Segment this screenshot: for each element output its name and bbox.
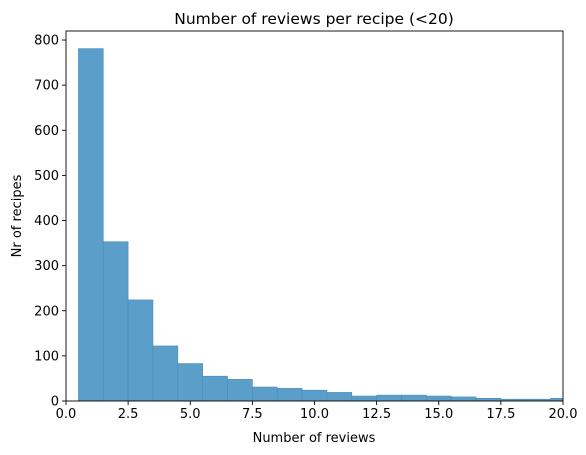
histogram-bar-20 <box>550 397 563 401</box>
histogram-bar-4 <box>152 345 179 401</box>
histogram-bar-10 <box>301 389 328 401</box>
x-tick-label: 17.5 <box>486 407 515 422</box>
y-tick-label: 600 <box>34 124 59 139</box>
histogram-bar-3 <box>127 299 154 401</box>
y-tick-label: 500 <box>34 169 59 184</box>
histogram-bar-16 <box>450 396 477 401</box>
histogram-bar-14 <box>401 394 427 401</box>
y-axis: 0 100 200 300 400 500 600 700 800 <box>34 34 66 410</box>
x-tick-label: 12.5 <box>362 407 391 422</box>
y-axis-label: Nr of recipes <box>10 174 25 257</box>
y-tick-label: 100 <box>34 349 59 364</box>
histogram-bar-12 <box>351 395 377 401</box>
x-tick-label: 20.0 <box>549 407 578 422</box>
histogram-bars <box>78 48 563 401</box>
histogram-bar-2 <box>102 241 129 401</box>
y-tick-label: 200 <box>34 304 59 319</box>
x-tick-label: 7.5 <box>242 407 263 422</box>
histogram-bar-6 <box>202 375 228 401</box>
x-axis: 0.0 2.5 5.0 7.5 10.0 12.5 15.0 17.5 20.0 <box>56 401 578 422</box>
y-tick-label: 300 <box>34 259 59 274</box>
histogram-bar-9 <box>276 388 303 401</box>
y-tick-label: 700 <box>34 79 59 94</box>
x-tick-label: 10.0 <box>300 407 329 422</box>
histogram-bar-13 <box>376 394 402 401</box>
x-tick-label: 2.5 <box>118 407 139 422</box>
histogram-bar-11 <box>326 392 353 401</box>
chart-title: Number of reviews per recipe (<20) <box>174 10 454 28</box>
histogram-bar-8 <box>252 386 278 401</box>
x-tick-label: 5.0 <box>180 407 201 422</box>
x-axis-label: Number of reviews <box>253 431 376 446</box>
x-tick-label: 15.0 <box>424 407 453 422</box>
histogram-bar-5 <box>177 363 203 401</box>
y-tick-label: 0 <box>51 395 59 410</box>
histogram-bar-1 <box>78 48 104 401</box>
y-tick-label: 400 <box>34 214 59 229</box>
y-tick-label: 800 <box>34 34 59 49</box>
plot-frame <box>65 30 564 402</box>
histogram-bar-15 <box>426 395 452 401</box>
x-tick-label: 0.0 <box>56 407 77 422</box>
histogram-bar-7 <box>227 379 253 401</box>
